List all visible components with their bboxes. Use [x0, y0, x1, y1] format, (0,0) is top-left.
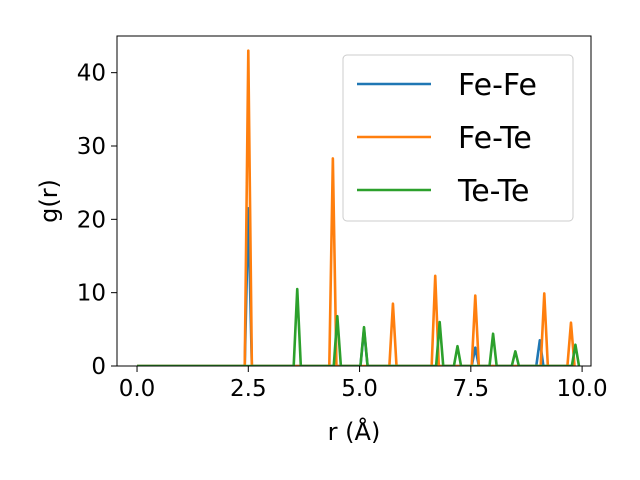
- y-tick-label: 30: [77, 134, 106, 160]
- y-tick-label: 10: [77, 281, 106, 307]
- y-tick-label: 40: [77, 61, 106, 87]
- y-tick-label: 20: [77, 207, 106, 233]
- x-tick-label: 2.5: [230, 376, 267, 402]
- legend-label-fe-te: Fe-Te: [458, 121, 532, 156]
- series-line-fe-fe: [137, 207, 576, 366]
- x-tick-label: 0.0: [119, 376, 156, 402]
- legend-box: [342, 54, 574, 222]
- y-axis-ticks: 0 10 20 30 40: [77, 61, 117, 380]
- plot-area-frame: [116, 35, 592, 367]
- legend-label-fe-fe: Fe-Fe: [458, 68, 537, 103]
- x-axis-ticks: 0.0 2.5 5.0 7.5 10.0: [119, 366, 608, 402]
- series-line-te-te: [137, 287, 581, 366]
- x-tick-label: 7.5: [453, 376, 490, 402]
- legend: Fe-Fe Fe-Te Te-Te: [342, 54, 574, 222]
- x-axis-label: r (Å): [328, 417, 381, 446]
- legend-label-te-te: Te-Te: [457, 174, 529, 209]
- x-tick-label: 10.0: [556, 376, 607, 402]
- series-lines: [137, 49, 581, 366]
- series-line-fe-te: [137, 49, 576, 366]
- y-axis-label: g(r): [35, 179, 63, 223]
- x-tick-label: 5.0: [341, 376, 378, 402]
- y-tick-label: 0: [91, 354, 106, 380]
